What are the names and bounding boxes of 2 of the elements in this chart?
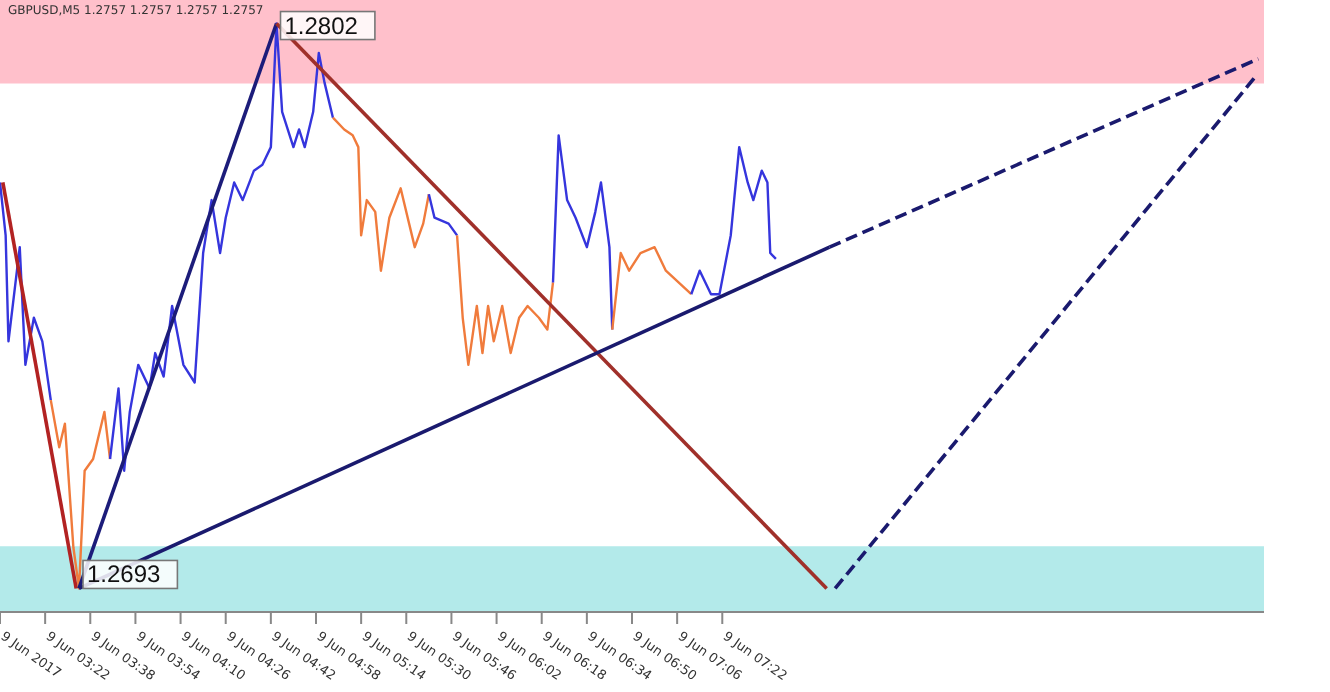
annotation: 1.2802: [284, 11, 359, 40]
annotation: 1.2693: [87, 560, 162, 589]
